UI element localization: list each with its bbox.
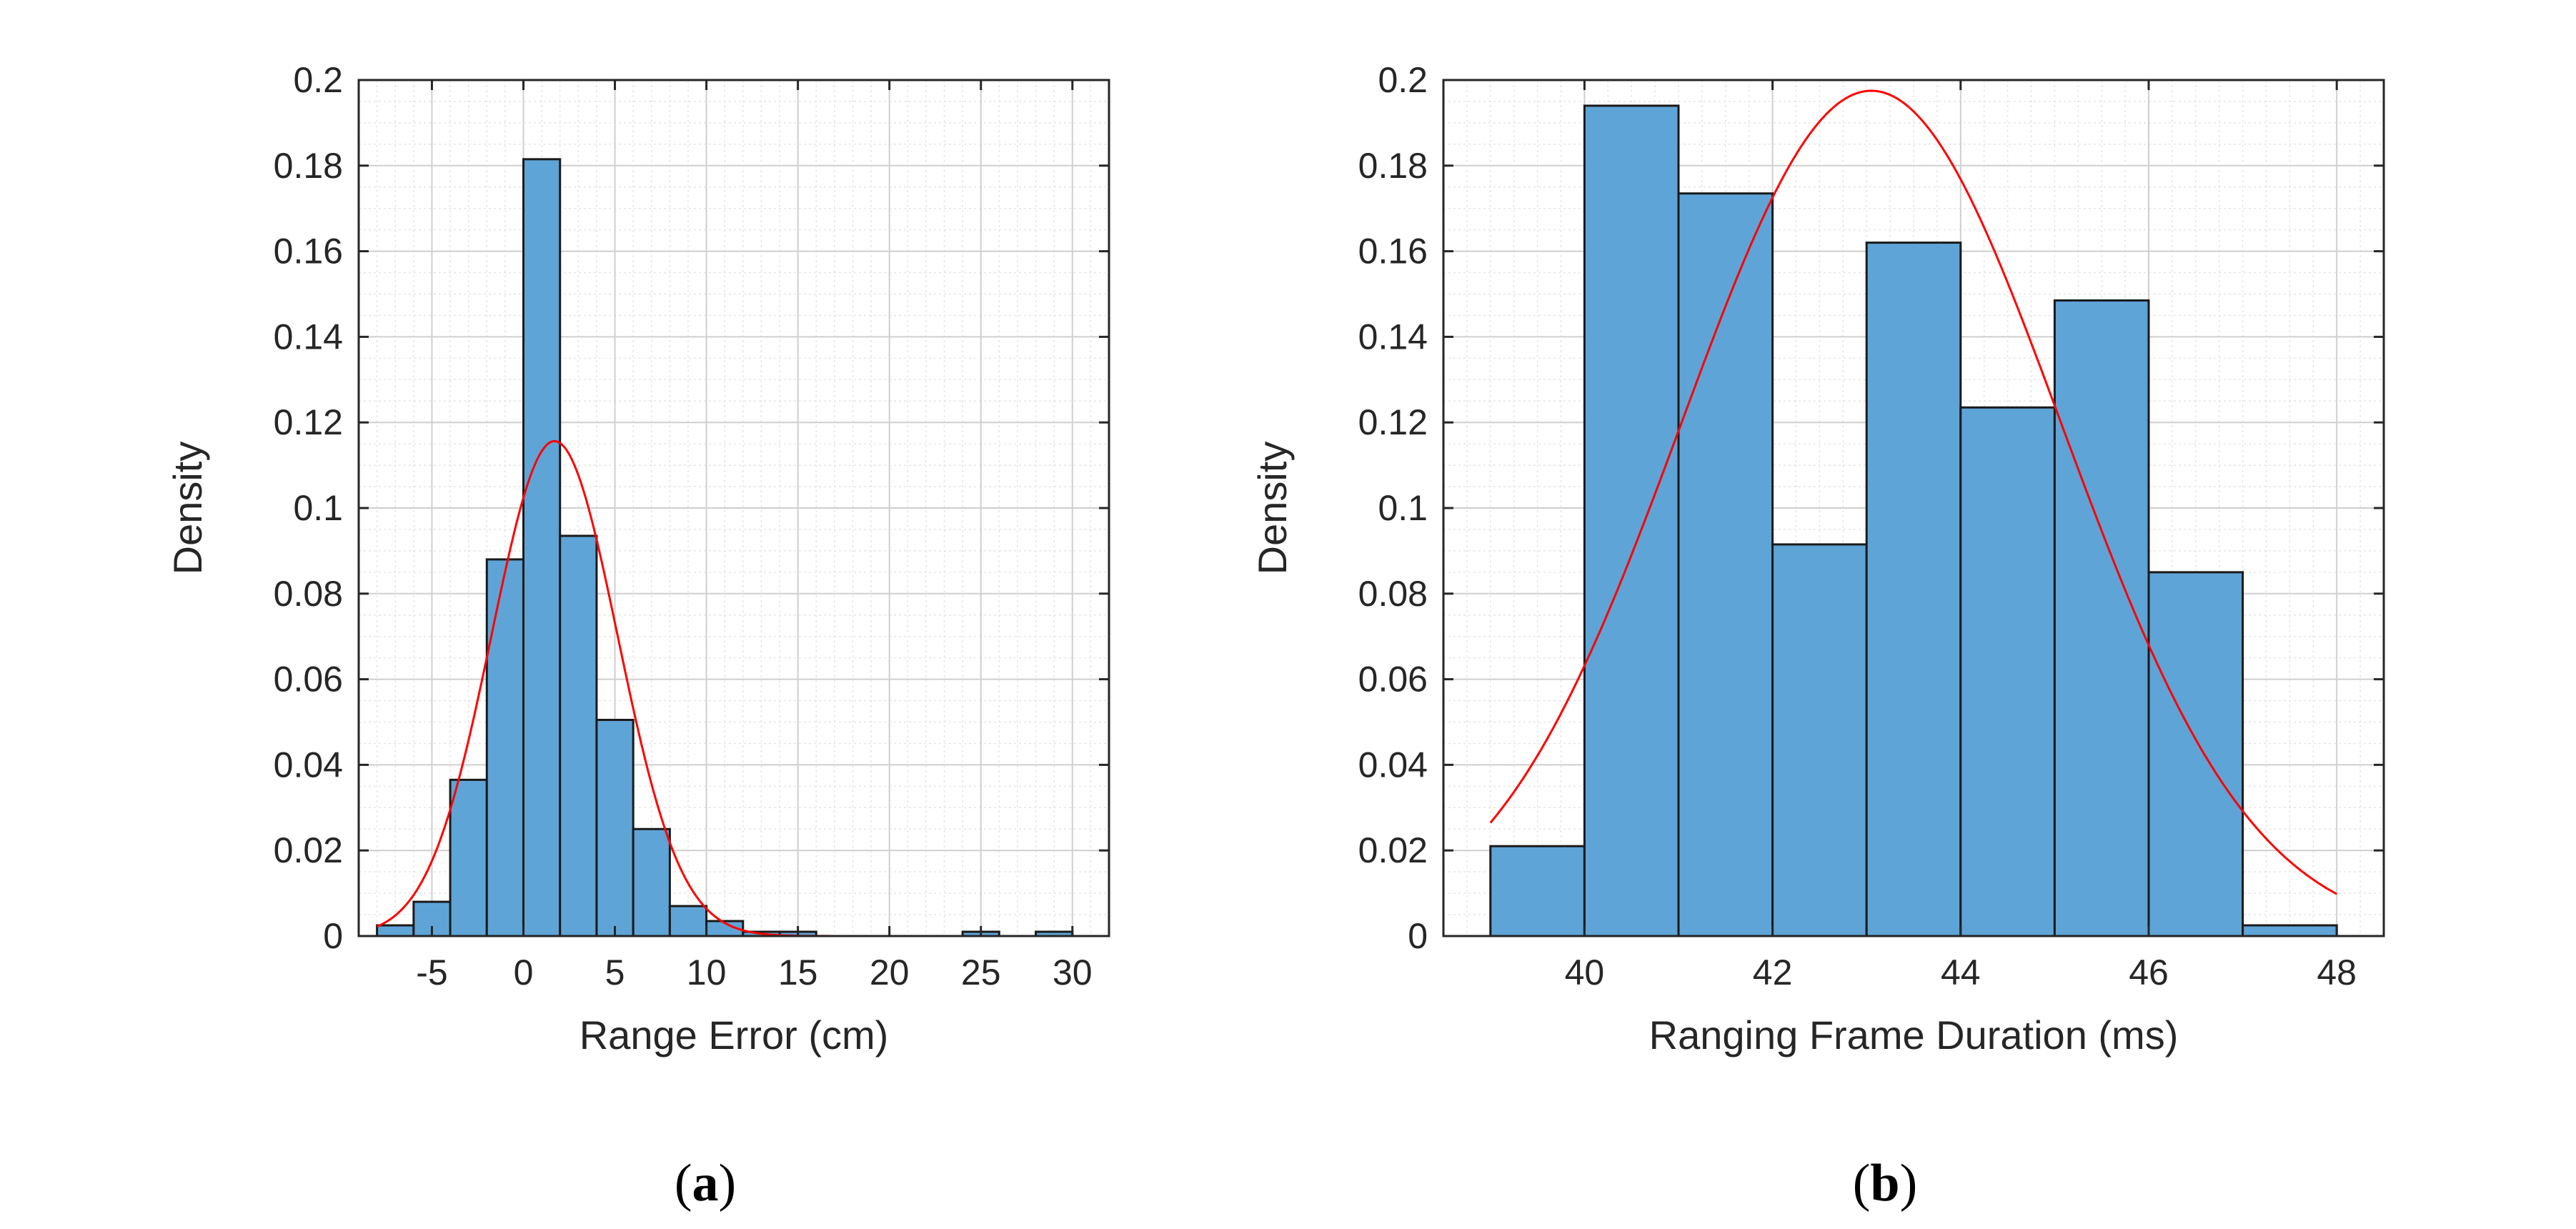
x-tick-label: 5 (605, 952, 625, 992)
y-tick-label: 0.06 (274, 660, 343, 700)
y-tick-label: 0 (323, 916, 343, 956)
y-tick-label: 0.08 (1358, 574, 1428, 614)
caption-close: ) (719, 1154, 737, 1213)
y-tick-label: 0.1 (293, 488, 343, 528)
histogram-bar (595, 719, 635, 937)
y-tick-label: 0.04 (1358, 745, 1428, 785)
chart-a: -5 0 5 10 15 20 25 30 0 0.02 0.04 0.06 0.08 0.1 0.12 0.… (165, 60, 1110, 1213)
y-tick-label: 0.18 (274, 146, 343, 186)
y-tick-label: 0.08 (274, 574, 343, 614)
x-tick-label: 30 (1053, 952, 1093, 992)
y-tick-label: 0.14 (1358, 317, 1428, 357)
y-tick-label: 0.16 (274, 232, 343, 272)
bars (1489, 104, 2338, 937)
y-tick-label: 0.06 (1358, 660, 1428, 700)
chart-b: 40 42 44 46 48 0 0.02 0.04 0.06 0.08 0.1 0.12 0.14 0.… (1250, 60, 2385, 1213)
x-tick-label: 0 (514, 952, 534, 992)
y-tick-label: 0.02 (1358, 830, 1428, 870)
y-axis-label: Density (1250, 442, 1295, 575)
y-tick-label: 0.04 (274, 745, 343, 785)
histogram-bar (1489, 845, 1586, 937)
y-tick-label: 0.2 (293, 60, 343, 100)
y-tick-label: 0.1 (1378, 488, 1428, 528)
panel-caption: (b) (1853, 1154, 1917, 1213)
x-tick-label: 15 (778, 952, 818, 992)
caption-letter: a (692, 1154, 719, 1213)
caption-letter: b (1870, 1154, 1899, 1213)
x-tick-label: 40 (1565, 952, 1605, 992)
panel-caption: (a) (675, 1154, 736, 1213)
y-tick-label: 0.02 (274, 830, 343, 870)
histogram-bar (522, 158, 562, 937)
x-axis-label: Ranging Frame Duration (ms) (1649, 1012, 2179, 1058)
y-tick-label: 0.12 (1358, 402, 1428, 442)
caption-open: ( (675, 1154, 692, 1213)
x-tick-label: 20 (870, 952, 910, 992)
y-axis-label: Density (165, 442, 210, 575)
x-tick-label: 46 (2129, 952, 2169, 992)
histogram-bar (632, 827, 671, 937)
x-tick-label: 48 (2317, 952, 2357, 992)
histogram-bar (1865, 242, 1962, 937)
fit-curve (1489, 89, 2337, 895)
x-tick-label: 42 (1753, 952, 1793, 992)
caption-close: ) (1900, 1154, 1918, 1213)
histogram-bar (485, 558, 524, 937)
histogram-bar (1771, 543, 1868, 937)
histogram-bar (1959, 406, 2056, 937)
ticks (359, 79, 1109, 937)
y-tick-label: 0.16 (1358, 232, 1428, 272)
histogram-bar (668, 905, 708, 937)
histogram-bar (1583, 104, 1680, 937)
y-tick-label: 0.12 (274, 402, 343, 442)
ticks (1443, 79, 2384, 937)
y-tick-label: 0.14 (274, 317, 343, 357)
histogram-bar (2242, 924, 2338, 937)
x-tick-label: -5 (416, 952, 447, 992)
histogram-bar (2053, 299, 2150, 937)
y-tick-label: 0.2 (1378, 60, 1428, 100)
x-tick-label: 25 (961, 952, 1001, 992)
x-tick-label: 10 (687, 952, 727, 992)
histogram-bar (449, 778, 488, 937)
histogram-bar (2147, 571, 2244, 937)
y-tick-label: 0 (1408, 916, 1428, 956)
y-tick-label: 0.18 (1358, 146, 1428, 186)
histogram-bar (1677, 192, 1774, 937)
histogram-bar (376, 924, 415, 937)
histogram-bar (559, 534, 598, 937)
x-axis-label: Range Error (cm) (580, 1012, 889, 1058)
x-tick-label: 44 (1941, 952, 1981, 992)
caption-open: ( (1853, 1154, 1871, 1213)
